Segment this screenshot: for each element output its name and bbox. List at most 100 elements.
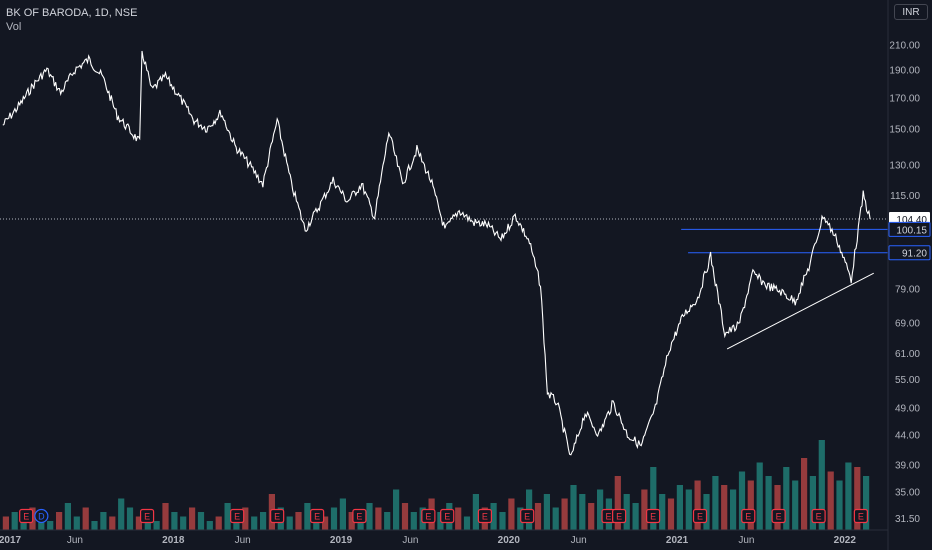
volume-bar [197, 512, 205, 530]
volume-bar [712, 476, 719, 530]
volume-bar [650, 467, 657, 530]
earnings-marker [771, 508, 786, 524]
volume-bar [47, 521, 54, 530]
event-marker-label: E [314, 512, 320, 522]
volume-bar [304, 503, 311, 530]
volume-bar [570, 485, 577, 530]
event-marker-label: E [444, 512, 450, 522]
event-marker-label: E [858, 512, 864, 522]
volume-bar [180, 516, 187, 530]
volume-bar [375, 507, 382, 530]
volume-bar [756, 462, 763, 530]
volume-bar [162, 503, 169, 530]
volume-bar [801, 458, 808, 530]
volume-bar [694, 480, 701, 530]
y-tick-label: 79.00 [895, 285, 920, 296]
volume-bar [348, 512, 355, 530]
event-marker-label: E [482, 512, 488, 522]
volume-bar [401, 503, 409, 530]
volume-bar [189, 507, 196, 530]
earnings-marker [692, 508, 708, 524]
symbol-title[interactable]: BK OF BARODA, 1D, NSE [6, 7, 138, 19]
price-badge-label: 100.15 [896, 225, 927, 236]
price-line [2, 50, 871, 456]
volume-bar [100, 512, 107, 530]
event-marker-label: E [697, 512, 703, 522]
y-tick-label: 44.00 [895, 430, 920, 441]
y-tick-label: 35.00 [895, 488, 920, 499]
earnings-marker [520, 508, 535, 524]
volume-bar [676, 485, 683, 530]
volume-bar [251, 516, 258, 530]
volume-bar [579, 494, 586, 530]
earnings-marker [310, 508, 325, 524]
x-tick-label: Jun [738, 535, 754, 546]
price-badge-label: 104.40 [896, 215, 927, 226]
x-tick-label: Jun [571, 535, 587, 546]
price-axis-background [888, 0, 932, 550]
x-tick-label: 2022 [834, 535, 857, 546]
volume-bar [685, 489, 692, 530]
volume-indicator-label[interactable]: Vol [6, 21, 22, 33]
x-tick-label: Jun [235, 535, 251, 546]
earnings-marker [270, 508, 285, 524]
event-marker-label: E [356, 512, 362, 522]
volume-bar [490, 503, 497, 530]
volume-bar [384, 512, 391, 530]
volume-bar [827, 471, 834, 530]
volume-bar [56, 512, 63, 530]
volume-bar [632, 503, 639, 530]
volume-bar [721, 485, 728, 530]
volume-bar [91, 521, 98, 530]
volume-bar [2, 516, 9, 530]
volume-bar [286, 516, 293, 530]
level-price-badge [888, 245, 931, 261]
volume-bar [366, 503, 373, 530]
volume-bar [463, 516, 471, 530]
y-tick-label: 170.00 [889, 93, 920, 104]
currency-button[interactable]: INR [894, 4, 928, 20]
earnings-marker [612, 508, 627, 524]
volume-bar [499, 512, 506, 530]
volume-bar [118, 498, 125, 530]
y-tick-label: 210.00 [889, 41, 920, 52]
volume-bar [836, 480, 843, 530]
earnings-marker [477, 508, 493, 524]
event-marker-label: E [524, 512, 530, 522]
event-marker-label: E [816, 512, 822, 522]
volume-bar [20, 521, 27, 530]
volume-bar [295, 512, 302, 530]
earnings-marker [646, 508, 661, 524]
x-tick-label: 2021 [666, 535, 689, 546]
x-tick-label: 2020 [498, 535, 521, 546]
volume-bar [534, 503, 542, 530]
trendline [726, 272, 874, 350]
y-tick-label: 31.50 [895, 514, 920, 525]
volume-bar [11, 512, 18, 530]
volume-bar [588, 503, 595, 530]
volume-bar [667, 498, 675, 530]
volume-bar [135, 516, 142, 530]
volume-bar [472, 494, 479, 530]
event-marker-label: E [234, 512, 240, 522]
earnings-marker [741, 508, 756, 524]
earnings-marker [19, 508, 34, 524]
event-marker-label: E [23, 512, 29, 522]
volume-bar [153, 521, 160, 530]
volume-bar [38, 516, 45, 530]
event-marker-label: E [745, 512, 751, 522]
volume-bar [357, 516, 364, 530]
event-marker-label: E [606, 512, 612, 522]
volume-bar [641, 489, 648, 530]
y-tick-label: 55.00 [895, 375, 920, 386]
volume-bar [845, 462, 852, 530]
volume-bar [260, 512, 267, 530]
volume-bar [73, 516, 80, 530]
volume-bar [215, 516, 222, 530]
x-tick-label: 2017 [0, 535, 22, 546]
volume-bar [64, 503, 71, 530]
earnings-marker [352, 508, 367, 524]
